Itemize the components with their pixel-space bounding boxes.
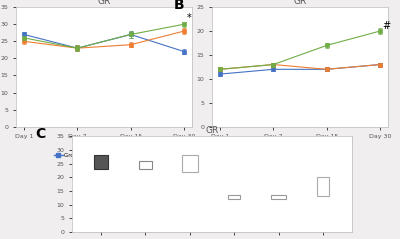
Title: GR: GR — [293, 0, 307, 6]
Legend: Group 1, Group 2, Group 3: Group 1, Group 2, Group 3 — [52, 151, 156, 160]
Bar — [271, 195, 286, 199]
Text: #: # — [383, 21, 391, 31]
Title: GR: GR — [205, 126, 219, 136]
Bar — [182, 155, 198, 172]
Bar — [317, 177, 329, 196]
Text: C: C — [36, 127, 46, 141]
Bar — [139, 161, 152, 169]
Legend: Group 4, Group 5, Group 6: Group 4, Group 5, Group 6 — [248, 151, 352, 160]
Title: GR: GR — [97, 0, 111, 6]
Bar — [94, 155, 108, 169]
Text: B: B — [173, 0, 184, 12]
Bar — [228, 195, 240, 199]
Text: *: * — [187, 13, 192, 23]
